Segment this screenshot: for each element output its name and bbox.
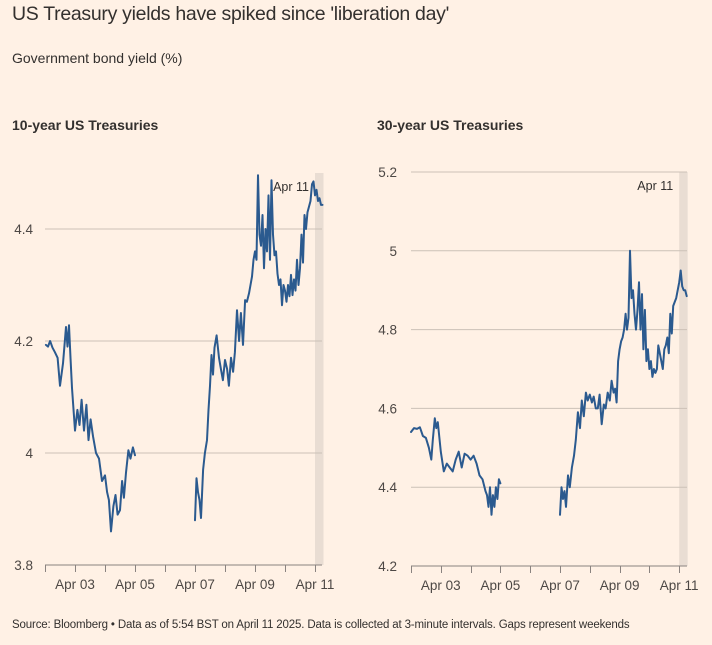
highlight-annotation: Apr 11: [637, 179, 673, 193]
highlight-band: [679, 172, 688, 566]
series-line: [194, 174, 324, 522]
x-tick-label: Apr 07: [175, 577, 215, 592]
y-tick-label: 5.2: [378, 165, 397, 180]
y-tick-label: 4.4: [14, 222, 33, 237]
chart-subtitle: Government bond yield (%): [12, 50, 183, 66]
y-tick-label: 4: [25, 446, 33, 461]
x-tick-label: Apr 09: [235, 577, 275, 592]
panel-30y-chart: 4.2 4.4 4.6 4.8 5 5.2 Apr 03 Apr 05 Apr 07 Apr 09…: [378, 165, 698, 593]
panel-title-30y: 30-year US Treasuries: [377, 117, 524, 133]
x-tick-label: Apr 07: [540, 578, 580, 593]
x-tick-label: Apr 11: [660, 578, 699, 593]
x-tick-label: Apr 05: [481, 578, 521, 593]
x-tick-label: Apr 05: [115, 577, 155, 592]
panel-10y-chart: 3.8 4 4.2 4.4 Apr 03 Apr 05 Apr 07 Apr 09 Apr 11…: [14, 173, 334, 592]
series-line: [410, 417, 502, 516]
panel-title-10y: 10-year US Treasuries: [12, 117, 159, 133]
y-tick-label: 3.8: [14, 558, 33, 573]
y-tick-label: 4.8: [378, 323, 397, 338]
chart-title: US Treasury yields have spiked since 'li…: [12, 3, 450, 25]
source-footnote: Source: Bloomberg • Data as of 5:54 BST …: [12, 619, 630, 631]
x-tick-label: Apr 03: [421, 578, 461, 593]
x-tick-label: Apr 09: [600, 578, 640, 593]
x-tick-label: Apr 03: [55, 577, 95, 592]
y-tick-label: 5: [389, 244, 397, 259]
y-tick-label: 4.2: [14, 334, 33, 349]
series-line: [559, 249, 688, 516]
x-tick-label: Apr 11: [296, 577, 335, 592]
highlight-band: [315, 173, 324, 565]
series-line: [44, 324, 136, 533]
y-tick-label: 4.4: [378, 480, 397, 495]
y-tick-label: 4.6: [378, 401, 397, 416]
highlight-annotation: Apr 11: [273, 180, 309, 194]
y-tick-label: 4.2: [378, 559, 397, 574]
